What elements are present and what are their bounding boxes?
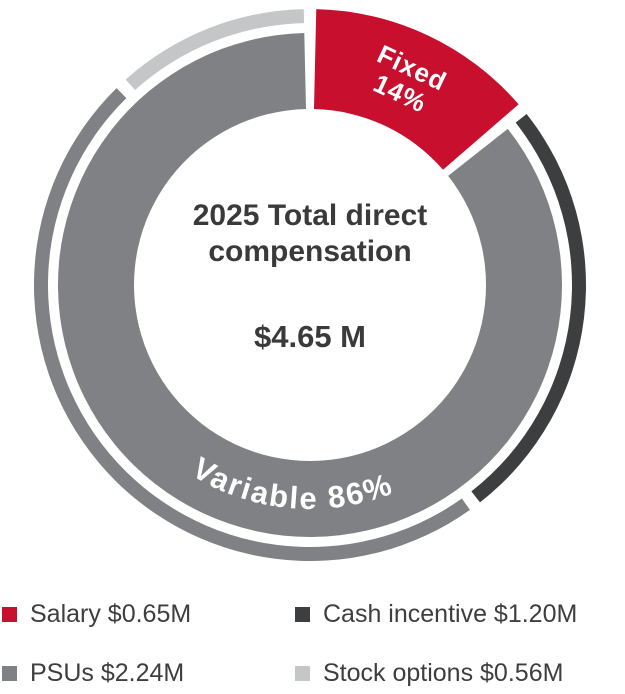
center-title-line2: compensation (208, 235, 411, 268)
cash-incentive-swatch-icon (295, 606, 310, 622)
salary-swatch-icon (2, 606, 17, 622)
center-title-line1: 2025 Total direct (193, 199, 428, 232)
stock-options-swatch-icon (295, 665, 310, 681)
donut-chart-wrap: Variable 86% Fixed 14% 2025 Total direct… (33, 9, 587, 562)
donut-chart: Variable 86% Fixed 14% 2025 Total direct… (33, 9, 587, 562)
psus-swatch-icon (2, 665, 17, 681)
legend-item-cash-incentive: Cash incentive $1.20M (295, 600, 625, 628)
legend-label-stock-options: Stock options $0.56M (323, 658, 564, 687)
legend-label-cash-incentive: Cash incentive $1.20M (323, 599, 578, 628)
center-value: $4.65 M (254, 319, 366, 354)
legend-label-salary: Salary $0.65M (30, 599, 192, 628)
legend-item-psus: PSUs $2.24M (2, 659, 295, 687)
legend: Salary $0.65M Cash incentive $1.20M PSUs… (0, 570, 625, 687)
legend-item-salary: Salary $0.65M (2, 600, 295, 628)
donut-outer-stock-options (125, 9, 305, 90)
legend-label-psus: PSUs $2.24M (30, 658, 185, 687)
legend-item-stock-options: Stock options $0.56M (295, 659, 625, 687)
donut-inner-variable (57, 33, 562, 537)
donut-segments (33, 9, 587, 562)
donut-outer-cash-incentive (471, 113, 587, 503)
donut-fixed-wedge (313, 9, 519, 170)
